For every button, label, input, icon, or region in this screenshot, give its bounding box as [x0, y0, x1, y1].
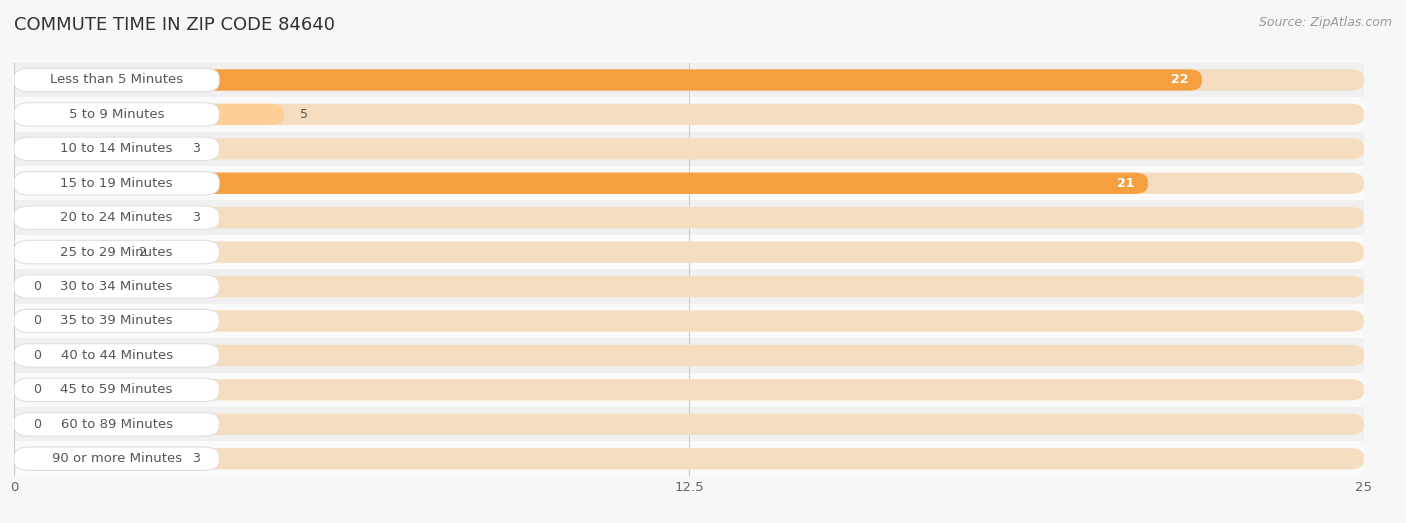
FancyBboxPatch shape [14, 310, 1364, 332]
Text: 5 to 9 Minutes: 5 to 9 Minutes [69, 108, 165, 121]
Text: 22: 22 [1171, 73, 1188, 86]
FancyBboxPatch shape [14, 378, 219, 402]
Bar [14, 166, 1364, 200]
Text: 3: 3 [193, 211, 200, 224]
Bar [14, 63, 1364, 97]
FancyBboxPatch shape [14, 104, 284, 125]
FancyBboxPatch shape [14, 447, 219, 470]
Bar [14, 97, 1364, 132]
Bar [14, 200, 1364, 235]
FancyBboxPatch shape [14, 413, 219, 436]
Text: 25 to 29 Minutes: 25 to 29 Minutes [60, 246, 173, 259]
FancyBboxPatch shape [14, 241, 219, 264]
Text: 0: 0 [32, 280, 41, 293]
Text: 15 to 19 Minutes: 15 to 19 Minutes [60, 177, 173, 190]
Text: 30 to 34 Minutes: 30 to 34 Minutes [60, 280, 173, 293]
FancyBboxPatch shape [14, 448, 1364, 469]
FancyBboxPatch shape [14, 345, 1364, 366]
FancyBboxPatch shape [14, 104, 1364, 125]
FancyBboxPatch shape [14, 70, 1202, 90]
FancyBboxPatch shape [14, 69, 219, 92]
FancyBboxPatch shape [14, 70, 1364, 90]
Text: COMMUTE TIME IN ZIP CODE 84640: COMMUTE TIME IN ZIP CODE 84640 [14, 16, 335, 33]
Bar [14, 235, 1364, 269]
Text: 35 to 39 Minutes: 35 to 39 Minutes [60, 314, 173, 327]
Bar [14, 338, 1364, 372]
FancyBboxPatch shape [14, 172, 219, 195]
Text: 3: 3 [193, 142, 200, 155]
Text: 20 to 24 Minutes: 20 to 24 Minutes [60, 211, 173, 224]
Text: 0: 0 [32, 314, 41, 327]
Text: 2: 2 [138, 246, 146, 259]
FancyBboxPatch shape [14, 138, 1364, 160]
Text: Source: ZipAtlas.com: Source: ZipAtlas.com [1258, 16, 1392, 29]
FancyBboxPatch shape [14, 309, 219, 333]
FancyBboxPatch shape [14, 414, 1364, 435]
Text: Less than 5 Minutes: Less than 5 Minutes [51, 73, 183, 86]
FancyBboxPatch shape [14, 242, 1364, 263]
FancyBboxPatch shape [14, 344, 219, 367]
Bar [14, 407, 1364, 441]
FancyBboxPatch shape [14, 137, 219, 161]
Bar [14, 132, 1364, 166]
Text: 40 to 44 Minutes: 40 to 44 Minutes [60, 349, 173, 362]
FancyBboxPatch shape [14, 207, 176, 229]
FancyBboxPatch shape [14, 379, 1364, 401]
Text: 10 to 14 Minutes: 10 to 14 Minutes [60, 142, 173, 155]
Text: 3: 3 [193, 452, 200, 465]
FancyBboxPatch shape [14, 207, 1364, 229]
FancyBboxPatch shape [14, 206, 219, 230]
Text: 60 to 89 Minutes: 60 to 89 Minutes [60, 418, 173, 431]
FancyBboxPatch shape [14, 276, 1364, 297]
Text: 0: 0 [32, 383, 41, 396]
FancyBboxPatch shape [14, 138, 176, 160]
Text: 21: 21 [1116, 177, 1135, 190]
Bar [14, 304, 1364, 338]
FancyBboxPatch shape [14, 242, 122, 263]
Bar [14, 441, 1364, 476]
Text: 45 to 59 Minutes: 45 to 59 Minutes [60, 383, 173, 396]
FancyBboxPatch shape [14, 103, 219, 126]
Bar [14, 269, 1364, 304]
FancyBboxPatch shape [14, 173, 1147, 194]
FancyBboxPatch shape [14, 275, 219, 298]
Text: 0: 0 [32, 349, 41, 362]
FancyBboxPatch shape [14, 173, 1364, 194]
Text: 0: 0 [32, 418, 41, 431]
FancyBboxPatch shape [14, 448, 176, 469]
Text: 5: 5 [301, 108, 308, 121]
Text: 90 or more Minutes: 90 or more Minutes [52, 452, 181, 465]
Bar [14, 372, 1364, 407]
